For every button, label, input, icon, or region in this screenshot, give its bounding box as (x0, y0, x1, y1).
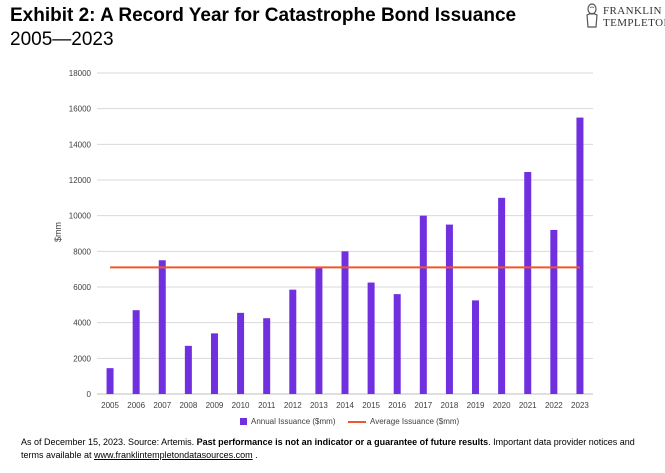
x-tick-label: 2014 (336, 401, 354, 410)
y-tick-label: 0 (87, 390, 92, 399)
bar (106, 368, 114, 394)
y-tick-label: 18000 (69, 69, 92, 78)
datasources-link[interactable]: www.franklintempletondatasources.com (94, 450, 253, 460)
x-tick-label: 2005 (101, 401, 119, 410)
bar (472, 300, 480, 394)
logo-line-2: TEMPLETON (603, 17, 665, 29)
x-tick-label: 2009 (206, 401, 224, 410)
x-tick-label: 2011 (258, 401, 276, 410)
x-tick-label: 2017 (414, 401, 432, 410)
bar-series (106, 117, 584, 395)
x-tick-label: 2012 (284, 401, 302, 410)
bar (158, 260, 166, 394)
x-tick-label: 2022 (545, 401, 563, 410)
bar (550, 229, 558, 394)
legend-label-annual: Annual Issuance ($mm) (251, 417, 336, 426)
y-tick-label: 4000 (73, 319, 91, 328)
logo-line-1: FRANKLIN (603, 5, 662, 17)
bar (210, 333, 218, 394)
chart-title: Exhibit 2: A Record Year for Catastrophe… (10, 5, 517, 26)
bar (524, 171, 532, 394)
x-tick-label: 2021 (519, 401, 537, 410)
bar (445, 224, 453, 394)
x-tick-label: 2006 (127, 401, 145, 410)
y-tick-label: 16000 (69, 105, 92, 114)
bar (132, 310, 140, 394)
bar (367, 282, 375, 394)
x-tick-label: 2015 (362, 401, 380, 410)
x-tick-label: 2018 (441, 401, 459, 410)
footnote-disclaimer: Past performance is not an indicator or … (196, 437, 489, 447)
x-tick-label: 2010 (232, 401, 250, 410)
bar (263, 318, 271, 394)
x-tick-label: 2016 (388, 401, 406, 410)
y-tick-label: 14000 (69, 140, 92, 149)
issuance-chart: 0 2000 4000 6000 8000 10000 12000 14000 16000 180… (53, 69, 593, 426)
y-tick-label: 8000 (73, 247, 91, 256)
x-tick-label: 2013 (310, 401, 328, 410)
footnote-text: As of December 15, 2023. Source: Artemis… (21, 437, 197, 447)
franklin-templeton-logo: FRANKLIN TEMPLETON (584, 3, 665, 33)
bar (341, 251, 349, 394)
chart-subtitle: 2005—2023 (10, 29, 114, 50)
legend: Annual Issuance ($mm) Average Issuance ($… (240, 417, 460, 426)
x-tick-label: 2007 (153, 401, 171, 410)
y-tick-label: 6000 (73, 283, 91, 292)
legend-label-average: Average Issuance ($mm) (370, 417, 460, 426)
x-axis-ticks: 2005 2006 2007 2008 2009 2010 2011 2012 2013 2014… (101, 401, 589, 410)
bar (393, 294, 401, 394)
bar (576, 117, 584, 395)
x-tick-label: 2008 (179, 401, 197, 410)
y-tick-label: 10000 (69, 212, 92, 221)
footnote: As of December 15, 2023. Source: Artemis… (21, 436, 656, 462)
y-tick-label: 2000 (73, 354, 91, 363)
footnote-end: . (252, 450, 258, 460)
bar (315, 267, 323, 394)
y-axis-label: $mm (53, 222, 63, 242)
x-tick-label: 2023 (571, 401, 589, 410)
bar (184, 345, 192, 394)
bar (289, 289, 297, 394)
y-axis-ticks: 0 2000 4000 6000 8000 10000 12000 14000 16000 180… (69, 69, 92, 399)
footnote-text-2: . Important data provider notices and te… (21, 437, 635, 460)
bar (237, 312, 245, 394)
x-tick-label: 2020 (493, 401, 511, 410)
x-tick-label: 2019 (467, 401, 485, 410)
franklin-logo-icon (586, 3, 598, 28)
bar (419, 215, 427, 394)
legend-swatch-bar (240, 418, 247, 425)
bar (498, 197, 506, 394)
y-tick-label: 12000 (69, 176, 92, 185)
